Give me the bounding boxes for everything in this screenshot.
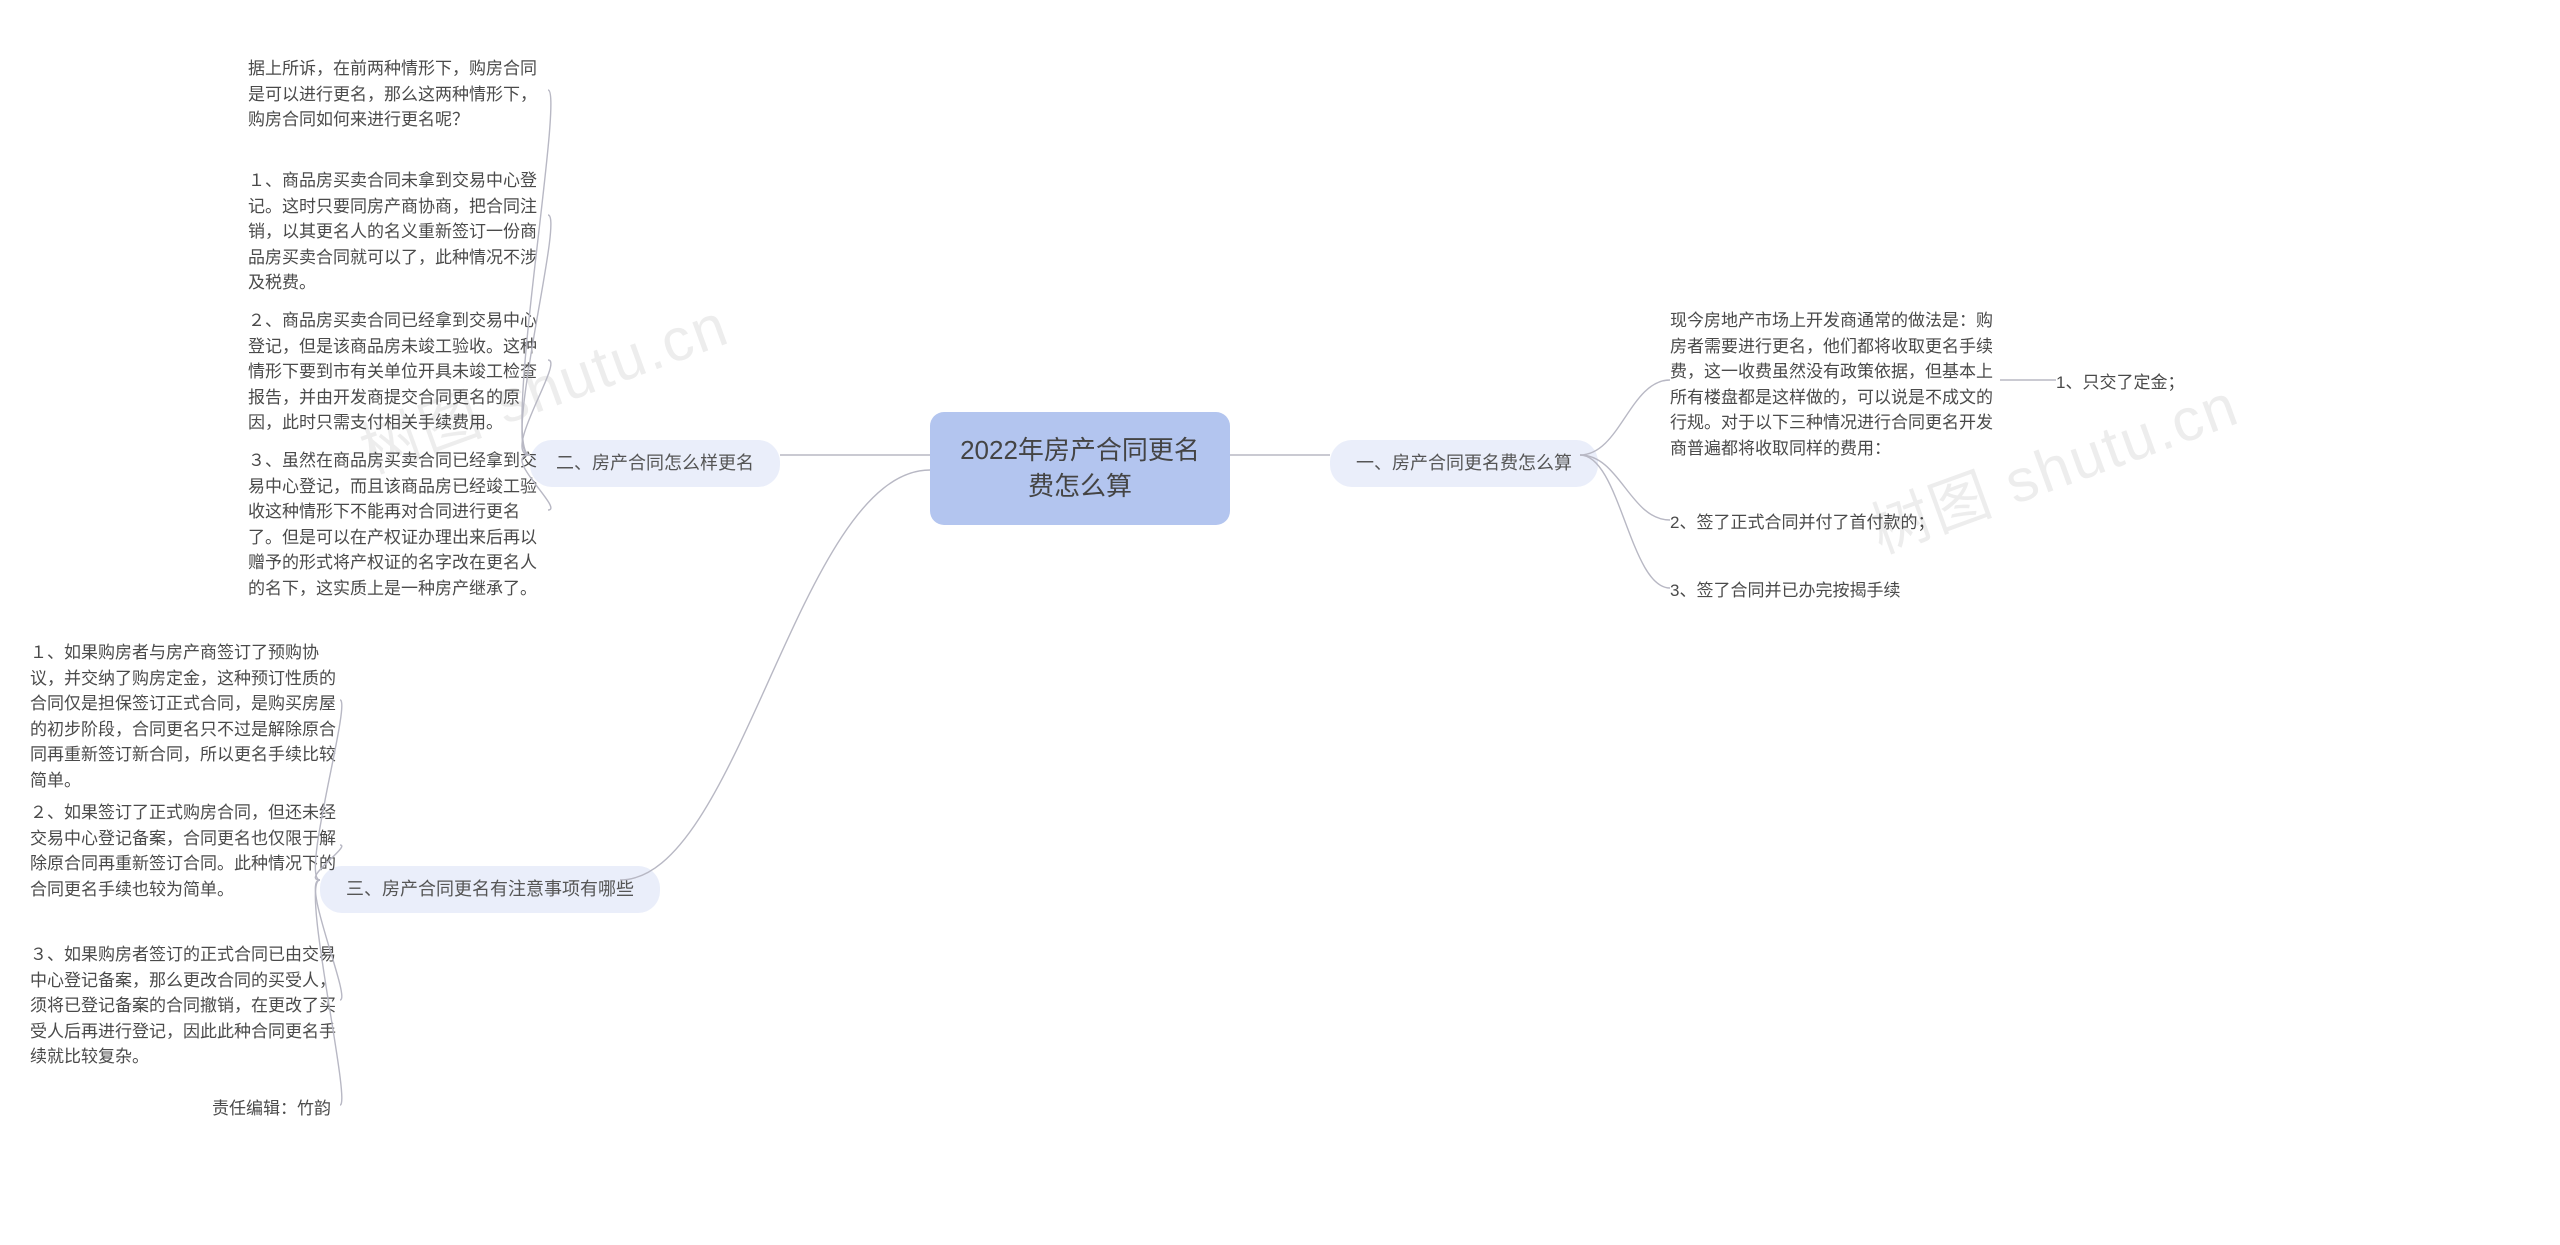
section2-item-3: ３、虽然在商品房买卖合同已经拿到交易中心登记，而且该商品房已经竣工验收这种情形下… [248, 448, 548, 601]
section-1: 一、房产合同更名费怎么算 [1330, 440, 1598, 487]
section-3: 三、房产合同更名有注意事项有哪些 [320, 866, 660, 913]
section2-item-1: １、商品房买卖合同未拿到交易中心登记。这时只要同房产商协商，把合同注销，以其更名… [248, 168, 548, 296]
section3-editor: 责任编辑：竹韵 [212, 1096, 331, 1122]
section3-item-3: ３、如果购房者签订的正式合同已由交易中心登记备案，那么更改合同的买受人，须将已登… [30, 942, 340, 1070]
section2-intro: 据上所诉，在前两种情形下，购房合同是可以进行更名，那么这两种情形下，购房合同如何… [248, 56, 548, 133]
section1-item-1: 1、只交了定金； [2056, 370, 2184, 396]
section1-item-3: 3、签了合同并已办完按揭手续 [1670, 578, 1900, 604]
section2-item-2: ２、商品房买卖合同已经拿到交易中心登记，但是该商品房未竣工验收。这种情形下要到市… [248, 308, 548, 436]
section1-item-2: 2、签了正式合同并付了首付款的； [1670, 510, 1934, 536]
root-node: 2022年房产合同更名费怎么算 [930, 412, 1230, 525]
section3-item-2: ２、如果签订了正式购房合同，但还未经交易中心登记备案，合同更名也仅限于解除原合同… [30, 800, 340, 902]
section-2: 二、房产合同怎么样更名 [530, 440, 780, 487]
section1-intro: 现今房地产市场上开发商通常的做法是：购房者需要进行更名，他们都将收取更名手续费，… [1670, 308, 2000, 461]
section3-item-1: １、如果购房者与房产商签订了预购协议，并交纳了购房定金，这种预订性质的合同仅是担… [30, 640, 340, 793]
